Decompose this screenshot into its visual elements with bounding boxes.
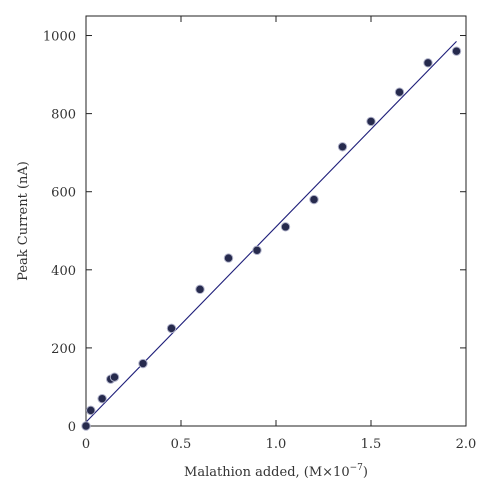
- data-point: [166, 323, 177, 334]
- y-tick-label: 800: [51, 108, 76, 123]
- data-point: [109, 372, 120, 382]
- x-tick-label: 1.0: [266, 437, 287, 452]
- y-tick-label: 400: [51, 264, 76, 279]
- data-point: [138, 358, 148, 369]
- data-point: [223, 253, 234, 263]
- data-point: [337, 142, 348, 152]
- x-tick-label: 0.5: [171, 437, 192, 452]
- y-tick-label: 200: [51, 342, 76, 357]
- data-point: [309, 194, 319, 205]
- linear-fit-line: [85, 40, 457, 423]
- data-point: [394, 87, 405, 97]
- y-tick-label: 1000: [43, 30, 76, 45]
- data-point: [423, 58, 433, 68]
- fit-line-layer: [85, 40, 457, 423]
- x-tick-label: 0: [82, 437, 90, 452]
- data-point: [195, 284, 205, 295]
- data-point: [280, 222, 291, 232]
- data-point: [86, 405, 96, 416]
- data-points: [81, 46, 462, 431]
- y-axis-title: Peak Current (nA): [16, 161, 31, 281]
- ticks: 0 0.5 1.0 1.5 2.0 0 200 400 600 800 1000: [43, 16, 476, 452]
- y-tick-label: 0: [68, 420, 76, 435]
- x-axis-title-main: Malathion added, (M×10: [184, 465, 350, 480]
- x-axis-title-exponent: −7: [350, 463, 364, 473]
- x-axis-title: Malathion added, (M×10−7): [184, 463, 368, 480]
- data-point: [97, 393, 107, 404]
- data-point: [451, 46, 462, 56]
- data-point: [252, 245, 262, 255]
- x-tick-label: 1.5: [361, 437, 382, 452]
- x-tick-label: 2.0: [456, 437, 477, 452]
- data-point: [81, 421, 91, 431]
- data-point: [366, 116, 376, 127]
- x-axis-title-suffix: ): [363, 465, 368, 480]
- y-tick-label: 600: [51, 186, 76, 201]
